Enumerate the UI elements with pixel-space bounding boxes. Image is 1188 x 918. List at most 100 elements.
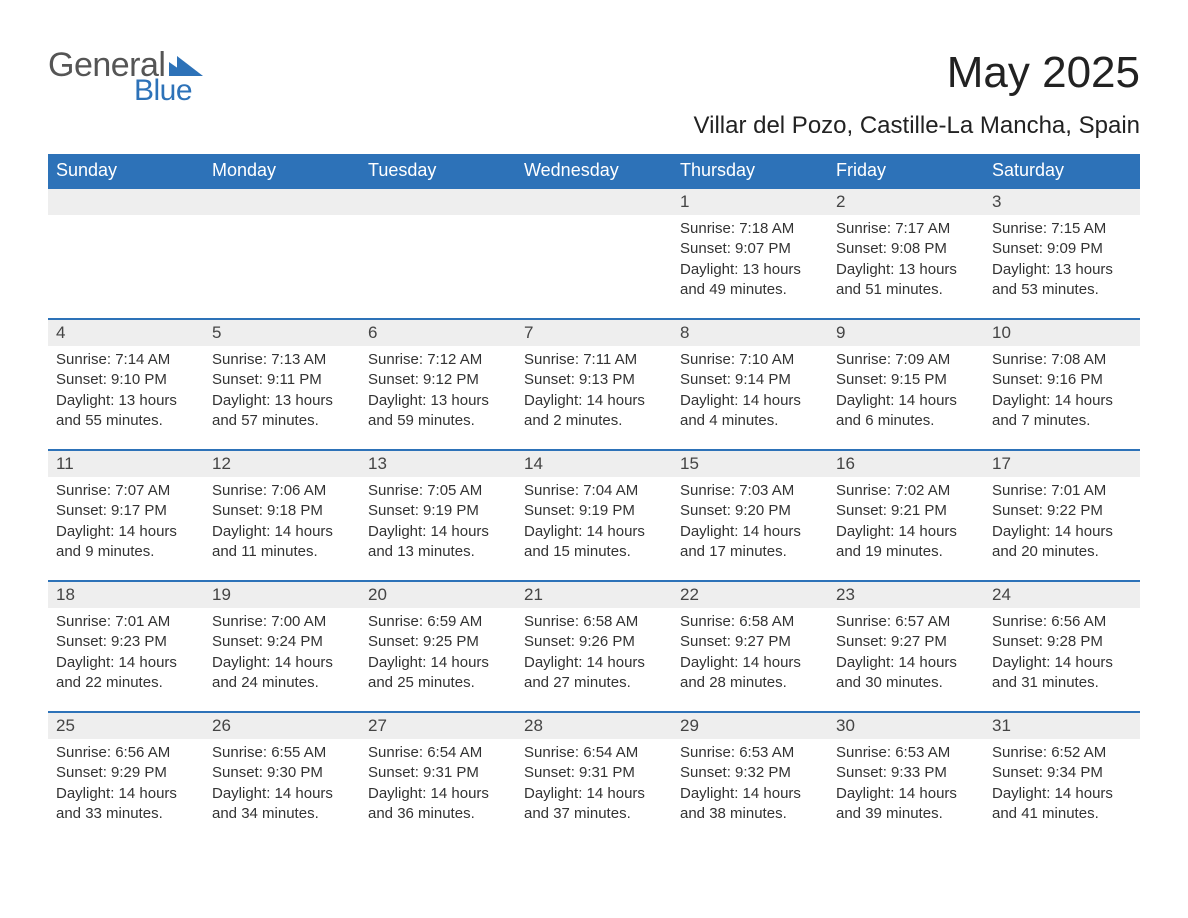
sunset-line: Sunset: 9:19 PM [524, 501, 664, 521]
calendar-day-cell: 9Sunrise: 7:09 AMSunset: 9:15 PMDaylight… [828, 319, 984, 450]
day-number-bar [516, 189, 672, 215]
sunrise-line: Sunrise: 7:03 AM [680, 481, 820, 501]
day-info: Sunrise: 7:01 AMSunset: 9:23 PMDaylight:… [56, 612, 196, 693]
day-number-bar: 10 [984, 320, 1140, 346]
daylight-line: Daylight: 13 hours and 55 minutes. [56, 391, 196, 432]
day-number-bar: 17 [984, 451, 1140, 477]
day-info: Sunrise: 7:06 AMSunset: 9:18 PMDaylight:… [212, 481, 352, 562]
weekday-header: Monday [204, 154, 360, 188]
day-number-bar: 28 [516, 713, 672, 739]
sunrise-line: Sunrise: 7:15 AM [992, 219, 1132, 239]
weekday-header: Sunday [48, 154, 204, 188]
brand-triangle-icon [169, 56, 203, 76]
day-number-bar: 29 [672, 713, 828, 739]
calendar-day-cell: 14 Sunrise: 7:04 AMSunset: 9:19 PMDayligh… [516, 450, 672, 581]
sunset-line: Sunset: 9:22 PM [992, 501, 1132, 521]
day-number-bar: 22 [672, 582, 828, 608]
calendar-day-cell: 2Sunrise: 7:17 AMSunset: 9:08 PMDaylight… [828, 188, 984, 319]
calendar-day-cell: 31Sunrise: 6:52 AMSunset: 9:34 PMDayligh… [984, 712, 1140, 842]
sunrise-line: Sunrise: 7:04 AM [524, 481, 664, 501]
calendar-day-cell: 28Sunrise: 6:54 AMSunset: 9:31 PMDayligh… [516, 712, 672, 842]
calendar-day-cell: 21 Sunrise: 6:58 AMSunset: 9:26 PMDayligh… [516, 581, 672, 712]
day-info: Sunrise: 7:04 AMSunset: 9:19 PMDaylight:… [524, 481, 664, 562]
day-number-bar: 25 [48, 713, 204, 739]
day-number-bar: 14 [516, 451, 672, 477]
sunset-line: Sunset: 9:31 PM [368, 763, 508, 783]
day-number-bar: 20 [360, 582, 516, 608]
sunrise-line: Sunrise: 6:53 AM [680, 743, 820, 763]
day-number-bar: 8 [672, 320, 828, 346]
day-info: Sunrise: 7:18 AMSunset: 9:07 PMDaylight:… [680, 219, 820, 300]
daylight-line: Daylight: 14 hours and 15 minutes. [524, 522, 664, 563]
weekday-header: Friday [828, 154, 984, 188]
sunset-line: Sunset: 9:20 PM [680, 501, 820, 521]
calendar-day-cell: 26 Sunrise: 6:55 AMSunset: 9:30 PMDayligh… [204, 712, 360, 842]
day-info: Sunrise: 6:54 AMSunset: 9:31 PMDaylight:… [368, 743, 508, 824]
day-info: Sunrise: 6:59 AMSunset: 9:25 PMDaylight:… [368, 612, 508, 693]
sunrise-line: Sunrise: 7:01 AM [56, 612, 196, 632]
sunrise-line: Sunrise: 6:52 AM [992, 743, 1132, 763]
sunset-line: Sunset: 9:29 PM [56, 763, 196, 783]
day-number-bar: 21 [516, 582, 672, 608]
day-info: Sunrise: 7:10 AMSunset: 9:14 PMDaylight:… [680, 350, 820, 431]
day-number-bar: 30 [828, 713, 984, 739]
sunset-line: Sunset: 9:24 PM [212, 632, 352, 652]
sunset-line: Sunset: 9:23 PM [56, 632, 196, 652]
calendar-day-cell: 15Sunrise: 7:03 AMSunset: 9:20 PMDayligh… [672, 450, 828, 581]
day-info: Sunrise: 7:05 AMSunset: 9:19 PMDaylight:… [368, 481, 508, 562]
day-number-bar: 9 [828, 320, 984, 346]
day-info: Sunrise: 6:57 AMSunset: 9:27 PMDaylight:… [836, 612, 976, 693]
day-number-bar: 4 [48, 320, 204, 346]
daylight-line: Daylight: 14 hours and 22 minutes. [56, 653, 196, 694]
day-info: Sunrise: 7:00 AMSunset: 9:24 PMDaylight:… [212, 612, 352, 693]
sunset-line: Sunset: 9:09 PM [992, 239, 1132, 259]
calendar-day-cell: 12Sunrise: 7:06 AMSunset: 9:18 PMDayligh… [204, 450, 360, 581]
calendar-day-cell [48, 188, 204, 319]
sunrise-line: Sunrise: 6:57 AM [836, 612, 976, 632]
daylight-line: Daylight: 14 hours and 11 minutes. [212, 522, 352, 563]
day-number-bar: 6 [360, 320, 516, 346]
day-number-bar: 26 [204, 713, 360, 739]
brand-logo: General Blue [48, 48, 203, 106]
sunset-line: Sunset: 9:26 PM [524, 632, 664, 652]
daylight-line: Daylight: 14 hours and 27 minutes. [524, 653, 664, 694]
day-number-bar: 24 [984, 582, 1140, 608]
sunrise-line: Sunrise: 7:01 AM [992, 481, 1132, 501]
sunrise-line: Sunrise: 7:14 AM [56, 350, 196, 370]
calendar-day-cell: 3Sunrise: 7:15 AMSunset: 9:09 PMDaylight… [984, 188, 1140, 319]
day-number-bar: 23 [828, 582, 984, 608]
daylight-line: Daylight: 13 hours and 53 minutes. [992, 260, 1132, 301]
sunset-line: Sunset: 9:15 PM [836, 370, 976, 390]
daylight-line: Daylight: 14 hours and 20 minutes. [992, 522, 1132, 563]
day-number-bar: 2 [828, 189, 984, 215]
calendar-day-cell: 11Sunrise: 7:07 AMSunset: 9:17 PMDayligh… [48, 450, 204, 581]
daylight-line: Daylight: 14 hours and 24 minutes. [212, 653, 352, 694]
day-info: Sunrise: 7:03 AMSunset: 9:20 PMDaylight:… [680, 481, 820, 562]
daylight-line: Daylight: 14 hours and 28 minutes. [680, 653, 820, 694]
calendar-week-row: 18Sunrise: 7:01 AMSunset: 9:23 PMDayligh… [48, 581, 1140, 712]
sunrise-line: Sunrise: 6:56 AM [56, 743, 196, 763]
sunset-line: Sunset: 9:30 PM [212, 763, 352, 783]
sunset-line: Sunset: 9:32 PM [680, 763, 820, 783]
calendar-day-cell: 7Sunrise: 7:11 AMSunset: 9:13 PMDaylight… [516, 319, 672, 450]
calendar-day-cell [204, 188, 360, 319]
sunrise-line: Sunrise: 6:58 AM [524, 612, 664, 632]
daylight-line: Daylight: 14 hours and 33 minutes. [56, 784, 196, 825]
sunset-line: Sunset: 9:17 PM [56, 501, 196, 521]
calendar-day-cell: 29Sunrise: 6:53 AMSunset: 9:32 PMDayligh… [672, 712, 828, 842]
weekday-header: Tuesday [360, 154, 516, 188]
sunrise-line: Sunrise: 7:08 AM [992, 350, 1132, 370]
daylight-line: Daylight: 14 hours and 6 minutes. [836, 391, 976, 432]
daylight-line: Daylight: 14 hours and 39 minutes. [836, 784, 976, 825]
sunset-line: Sunset: 9:10 PM [56, 370, 196, 390]
day-number-bar: 13 [360, 451, 516, 477]
day-info: Sunrise: 7:07 AMSunset: 9:17 PMDaylight:… [56, 481, 196, 562]
sunset-line: Sunset: 9:21 PM [836, 501, 976, 521]
weekday-header: Thursday [672, 154, 828, 188]
day-info: Sunrise: 6:56 AMSunset: 9:29 PMDaylight:… [56, 743, 196, 824]
day-info: Sunrise: 6:55 AMSunset: 9:30 PMDaylight:… [212, 743, 352, 824]
calendar-day-cell: 8 Sunrise: 7:10 AMSunset: 9:14 PMDaylight… [672, 319, 828, 450]
day-info: Sunrise: 7:15 AMSunset: 9:09 PMDaylight:… [992, 219, 1132, 300]
sunrise-line: Sunrise: 7:02 AM [836, 481, 976, 501]
day-info: Sunrise: 6:53 AMSunset: 9:33 PMDaylight:… [836, 743, 976, 824]
